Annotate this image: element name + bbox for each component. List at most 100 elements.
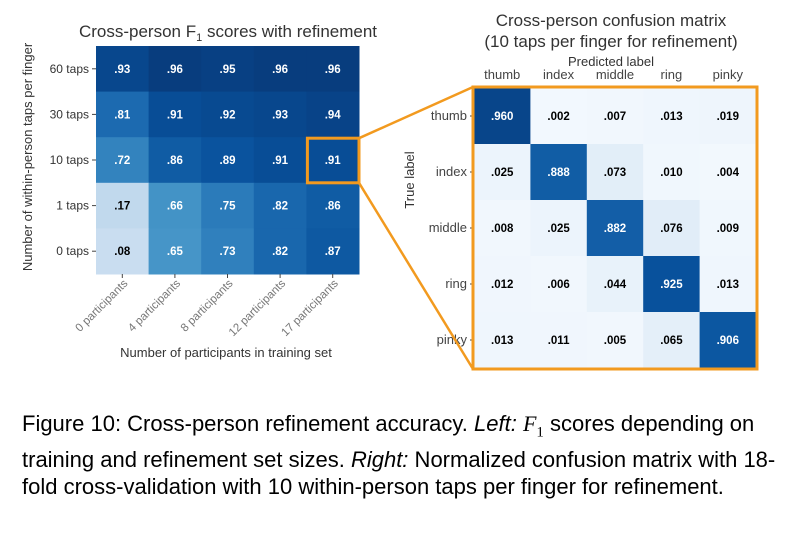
right-cell [643,312,701,369]
left-cell [253,91,307,138]
right-cell [474,256,531,313]
right-chart-title-line1: Cross-person confusion matrix [496,11,727,30]
left-cell-value: .08 [114,246,131,258]
left-cell [201,228,255,275]
right-cell-value: .004 [717,167,740,179]
left-heatmap: .93 .96 .95 .96 .96 60 taps .81 .91 .92 .93 .94 30 … [50,46,361,339]
right-cell-value: .010 [660,167,682,179]
left-cell-value: .92 [220,109,236,121]
right-cell [586,88,644,145]
caption-part1: scores depend­ing on training and refine… [22,411,755,473]
right-cell-value: .005 [604,335,627,347]
left-cell-value: .96 [325,64,341,76]
left-chart-title: Cross-person F1 scores with refinement [79,22,377,44]
left-cell [253,182,307,229]
left-cell-value: .86 [325,201,341,213]
left-cell [96,137,150,184]
right-cell [530,256,588,313]
left-cell [96,182,150,229]
left-cell [306,228,360,275]
right-cell-value: .065 [660,335,683,347]
left-cell-value: .81 [114,109,131,121]
caption-f1-symbol: F1 [522,411,544,441]
caption-left-label: Left: [474,411,517,436]
right-cell [699,144,757,201]
right-cell [586,144,644,201]
right-cell-value: .073 [604,167,626,179]
left-col-label: 0 participants [74,277,131,334]
right-chart-xlabel: Predicted label [568,54,654,69]
right-cell [643,200,701,257]
right-row-label: thumb [431,108,467,123]
left-cell [96,228,150,275]
left-cell-value: .93 [272,109,288,121]
left-cell-value: .82 [272,246,288,258]
left-row-label: 60 taps [50,62,89,76]
left-cell [306,91,360,138]
right-cell-value: .906 [717,335,739,347]
left-cell-value: .72 [114,155,130,167]
left-cell-value: .86 [167,155,183,167]
left-cell [253,137,307,184]
left-cell-value: .73 [220,246,236,258]
right-cell-value: .960 [491,111,513,123]
right-col-label: pinky [713,67,744,82]
left-row-label: 10 taps [50,153,89,167]
left-row-label: 30 taps [50,107,89,121]
left-col-label: 17 participants [279,277,341,339]
left-chart-ylabel: Number of within-person taps per finger [20,42,35,271]
left-cell [306,182,360,229]
left-cell [201,137,255,184]
right-col-label: thumb [484,67,520,82]
right-chart-ylabel: True label [402,151,417,208]
caption-right-label: Right: [350,447,409,473]
right-cell [474,88,531,145]
left-cell-value: .93 [114,64,130,76]
left-cell [306,137,360,184]
right-cell [643,88,701,145]
figure: Cross-person F1 scores with refinement N… [20,11,759,371]
right-chart-title-line2: (10 taps per finger for refinement) [484,32,737,51]
left-cell-value: .17 [114,201,130,213]
connector-top [358,85,474,140]
right-cell-value: .009 [717,223,739,235]
left-cell-value: .96 [167,64,183,76]
caption-lead: Figure 10: Cross-person refinement accur… [22,411,474,436]
right-cell [643,256,701,313]
right-cell-value: .012 [491,279,513,291]
left-cell [201,182,255,229]
right-cell [643,144,701,201]
right-col-label: index [543,67,575,82]
right-cell-value: .008 [491,223,514,235]
right-cell-value: .076 [660,223,682,235]
left-cell [201,46,255,93]
right-cell [699,256,757,313]
right-cell [530,144,588,201]
right-cell [699,200,757,257]
left-cell [148,137,202,184]
right-col-label: ring [661,67,683,82]
right-cell-value: .888 [547,167,570,179]
right-cell [530,200,588,257]
left-cell-value: .75 [220,201,237,213]
left-highlight-frame [305,136,361,185]
connector-bottom [357,182,475,370]
right-row-label: ring [445,276,467,291]
left-cell [148,182,202,229]
right-cell-value: .013 [491,335,513,347]
right-row-label: index [436,164,468,179]
right-cell [474,312,531,369]
right-cell-value: .002 [547,111,569,123]
right-cell-value: .013 [717,279,739,291]
right-cell-value: .007 [604,111,626,123]
right-cell-value: .011 [548,335,570,347]
left-row-label: 1 taps [56,199,89,213]
left-cell [253,46,307,93]
left-cell-value: .91 [325,155,342,167]
zoom-connectors [357,85,475,370]
left-cell [253,228,307,275]
right-cell-value: .019 [717,111,739,123]
right-cell [699,312,757,369]
right-cell-value: .025 [547,223,570,235]
right-cell [699,88,757,145]
